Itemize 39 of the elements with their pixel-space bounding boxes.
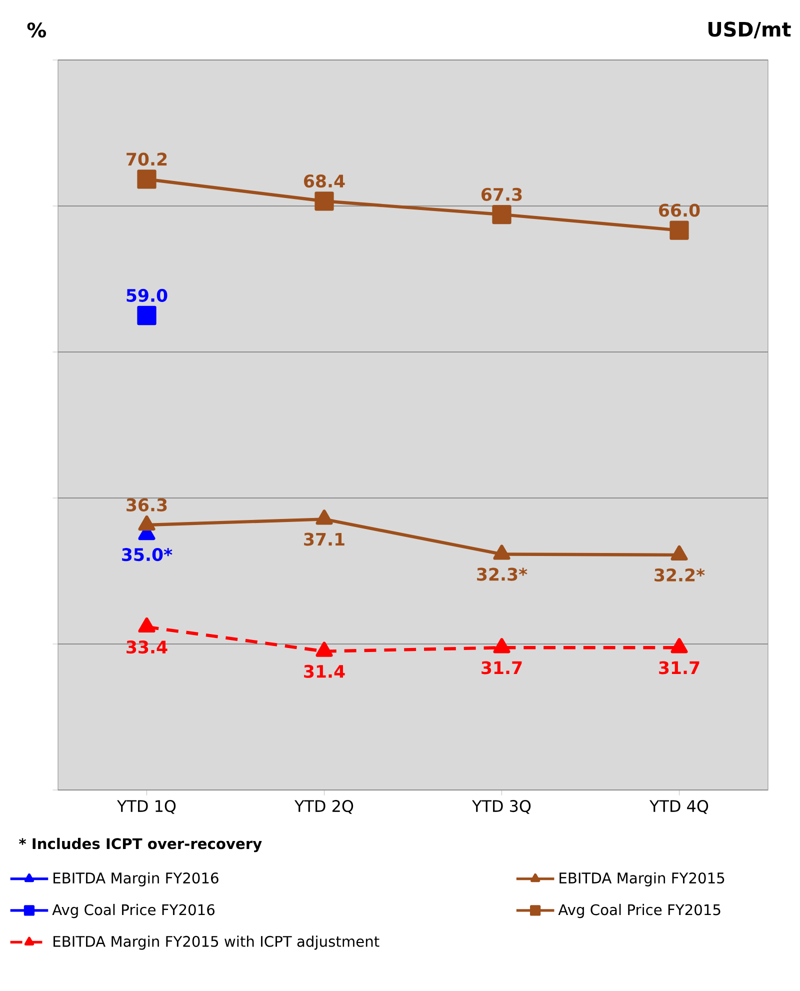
data-label: 59.0: [126, 288, 168, 302]
data-label: 36.3: [126, 498, 167, 512]
point: [316, 642, 333, 657]
legend-label: EBITDA Margin FY2015 with ICPT adjustment: [54, 936, 380, 950]
point: [670, 638, 688, 654]
legend-label: Avg Coal Price FY2015: [558, 904, 720, 918]
text: * Includes ICPT over-recovery: [18, 838, 262, 852]
point: [493, 638, 510, 654]
x-tick-label: YTD 1Q: [116, 800, 176, 814]
point: [137, 170, 156, 189]
data-label: 33.4: [126, 640, 168, 654]
data-label: 66.0: [659, 204, 700, 217]
legend-label: EBITDA Margin FY2016: [54, 872, 218, 886]
point: [138, 515, 156, 531]
point: [314, 192, 334, 211]
data-label: 32.2*: [654, 568, 705, 582]
point: [670, 220, 689, 240]
point: [137, 306, 156, 326]
point: [492, 204, 512, 224]
data-label: 67.3: [482, 188, 522, 201]
y2-axis-title: USD/mt: [708, 22, 791, 38]
point: [493, 544, 510, 560]
data-label: 70.2: [126, 152, 167, 166]
data-label: 31.7: [659, 661, 700, 674]
data-label: 32.3*: [477, 568, 528, 581]
point: [670, 545, 688, 561]
x-tick-label: YTD 2Q: [294, 800, 354, 814]
x-tick-label: YTD 3Q: [472, 800, 531, 814]
point: [138, 617, 156, 633]
data-label: 31.7: [482, 661, 522, 674]
data-label: 68.4: [304, 174, 345, 188]
data-label: 35.0*: [122, 548, 172, 562]
legend-label: Avg Coal Price FY2016: [52, 904, 214, 918]
data-label: 31.4: [304, 664, 345, 678]
x-tick-label: YTD 4Q: [649, 800, 708, 814]
legend-label: EBITDA Margin FY2015: [560, 872, 724, 886]
data-label: 37.1: [304, 532, 344, 546]
point: [316, 510, 333, 525]
y-axis-title: %: [27, 22, 46, 38]
